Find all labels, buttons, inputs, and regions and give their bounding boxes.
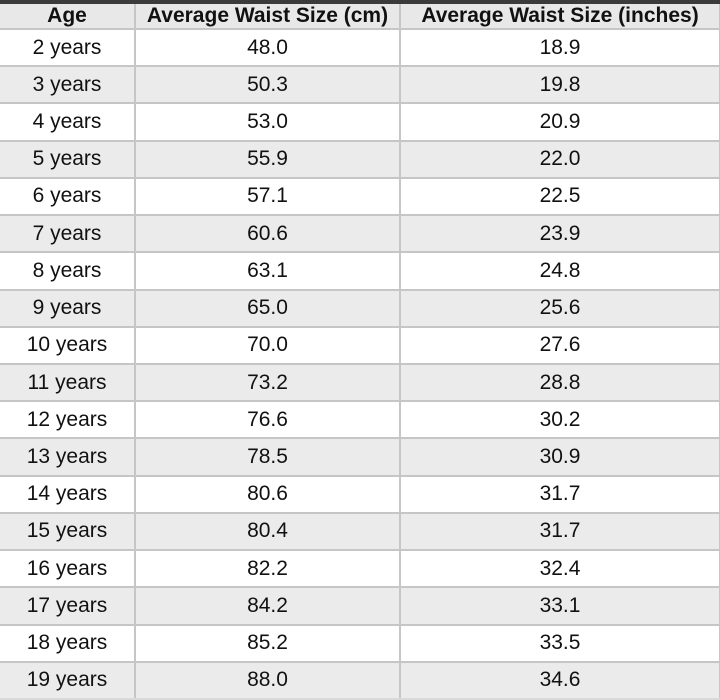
table-row: 15 years 80.4 31.7 bbox=[0, 511, 720, 552]
cell-waist-cm: 65.0 bbox=[134, 288, 401, 328]
cell-age: 17 years bbox=[0, 586, 136, 626]
cell-waist-inches: 25.6 bbox=[399, 288, 720, 328]
table-row: 7 years 60.6 23.9 bbox=[0, 214, 720, 254]
cell-waist-cm: 88.0 bbox=[134, 660, 401, 700]
cell-waist-cm: 85.2 bbox=[134, 623, 401, 663]
cell-waist-inches: 19.8 bbox=[399, 65, 720, 105]
cell-age: 3 years bbox=[0, 65, 136, 105]
cell-waist-inches: 22.0 bbox=[399, 139, 720, 179]
cell-age: 6 years bbox=[0, 176, 136, 217]
table-row: 19 years 88.0 34.6 bbox=[0, 660, 720, 700]
cell-age: 5 years bbox=[0, 139, 136, 179]
cell-age: 8 years bbox=[0, 251, 136, 291]
cell-waist-inches: 30.2 bbox=[399, 400, 720, 440]
cell-waist-cm: 60.6 bbox=[134, 214, 401, 254]
cell-waist-inches: 22.5 bbox=[399, 176, 720, 217]
cell-waist-cm: 84.2 bbox=[134, 586, 401, 626]
table-row: 12 years 76.6 30.2 bbox=[0, 400, 720, 440]
table-row: 6 years 57.1 22.5 bbox=[0, 176, 720, 217]
cell-age: 2 years bbox=[0, 27, 136, 68]
cell-age: 9 years bbox=[0, 288, 136, 328]
table-row: 3 years 50.3 19.8 bbox=[0, 65, 720, 105]
cell-waist-cm: 82.2 bbox=[134, 549, 401, 589]
cell-waist-inches: 23.9 bbox=[399, 214, 720, 254]
cell-waist-inches: 18.9 bbox=[399, 27, 720, 68]
cell-waist-cm: 76.6 bbox=[134, 400, 401, 440]
cell-waist-cm: 78.5 bbox=[134, 437, 401, 477]
table-row: 4 years 53.0 20.9 bbox=[0, 102, 720, 142]
cell-age: 7 years bbox=[0, 214, 136, 254]
cell-waist-cm: 53.0 bbox=[134, 102, 401, 142]
table-row: 13 years 78.5 30.9 bbox=[0, 437, 720, 477]
cell-waist-inches: 33.5 bbox=[399, 623, 720, 663]
table-row: 9 years 65.0 25.6 bbox=[0, 288, 720, 328]
table-row: 17 years 84.2 33.1 bbox=[0, 586, 720, 626]
cell-waist-inches: 28.8 bbox=[399, 362, 720, 403]
cell-age: 11 years bbox=[0, 362, 136, 403]
cell-age: 14 years bbox=[0, 474, 136, 514]
cell-waist-inches: 31.7 bbox=[399, 474, 720, 514]
table-row: 8 years 63.1 24.8 bbox=[0, 251, 720, 291]
top-border bbox=[0, 0, 720, 4]
cell-waist-cm: 57.1 bbox=[134, 176, 401, 217]
cell-waist-inches: 32.4 bbox=[399, 549, 720, 589]
cell-waist-cm: 80.4 bbox=[134, 511, 401, 552]
table-row: 10 years 70.0 27.6 bbox=[0, 325, 720, 365]
table-row: 11 years 73.2 28.8 bbox=[0, 362, 720, 403]
cell-waist-cm: 70.0 bbox=[134, 325, 401, 365]
table-row: 16 years 82.2 32.4 bbox=[0, 549, 720, 589]
cell-age: 12 years bbox=[0, 400, 136, 440]
cell-waist-cm: 73.2 bbox=[134, 362, 401, 403]
table-row: 14 years 80.6 31.7 bbox=[0, 474, 720, 514]
header-cell-waist-cm: Average Waist Size (cm) bbox=[134, 4, 401, 30]
waist-size-table: Age Average Waist Size (cm) Average Waist … bbox=[0, 4, 720, 700]
cell-age: 18 years bbox=[0, 623, 136, 663]
cell-age: 16 years bbox=[0, 549, 136, 589]
cell-waist-cm: 50.3 bbox=[134, 65, 401, 105]
cell-age: 4 years bbox=[0, 102, 136, 142]
cell-waist-inches: 31.7 bbox=[399, 511, 720, 552]
cell-age: 10 years bbox=[0, 325, 136, 365]
table-body: 2 years 48.0 18.9 3 years 50.3 19.8 4 years 53.… bbox=[0, 27, 720, 700]
cell-waist-inches: 30.9 bbox=[399, 437, 720, 477]
cell-age: 15 years bbox=[0, 511, 136, 552]
cell-waist-cm: 55.9 bbox=[134, 139, 401, 179]
cell-waist-inches: 33.1 bbox=[399, 586, 720, 626]
cell-age: 13 years bbox=[0, 437, 136, 477]
cell-waist-inches: 27.6 bbox=[399, 325, 720, 365]
cell-waist-inches: 34.6 bbox=[399, 660, 720, 700]
header-row: Age Average Waist Size (cm) Average Waist … bbox=[0, 4, 720, 30]
cell-waist-inches: 20.9 bbox=[399, 102, 720, 142]
table-row: 5 years 55.9 22.0 bbox=[0, 139, 720, 179]
table-row: 2 years 48.0 18.9 bbox=[0, 27, 720, 68]
header-cell-waist-inches: Average Waist Size (inches) bbox=[399, 4, 720, 30]
cell-waist-cm: 80.6 bbox=[134, 474, 401, 514]
cell-waist-cm: 63.1 bbox=[134, 251, 401, 291]
cell-age: 19 years bbox=[0, 660, 136, 700]
cell-waist-cm: 48.0 bbox=[134, 27, 401, 68]
header-cell-age: Age bbox=[0, 4, 136, 30]
cell-waist-inches: 24.8 bbox=[399, 251, 720, 291]
table-row: 18 years 85.2 33.5 bbox=[0, 623, 720, 663]
